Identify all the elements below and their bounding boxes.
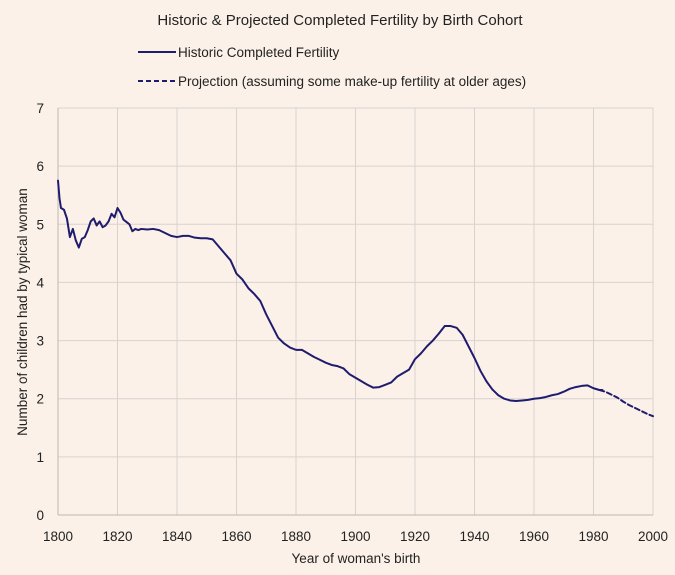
x-axis-title: Year of woman's birth [292,551,421,566]
x-tick-label: 1880 [281,529,311,544]
x-tick-label: 1980 [578,529,608,544]
x-tick-labels: 1800 1820 1840 1860 1880 1900 1920 1940 1960 1980… [43,529,668,544]
series-line-projection [598,388,654,418]
y-tick-label: 1 [36,450,44,465]
x-tick-label: 1800 [43,529,73,544]
x-tick-label: 1840 [162,529,192,544]
x-tick-label: 1900 [340,529,370,544]
gridlines [58,107,654,515]
x-tick-label: 2000 [638,529,668,544]
axes [57,108,653,516]
chart-title: Historic & Projected Completed Fertility… [157,12,523,29]
x-tick-label: 1860 [221,529,251,544]
y-tick-label: 0 [36,508,44,523]
legend-label-projection: Projection (assuming some make-up fertil… [178,74,526,89]
y-tick-label: 5 [36,217,44,232]
y-tick-label: 7 [36,101,44,116]
series-line-historic [57,179,604,403]
legend-label-historic: Historic Completed Fertility [178,45,340,60]
y-tick-label: 2 [36,392,44,407]
y-tick-labels: 0 1 2 3 4 5 6 7 [36,101,44,523]
series-lines [57,179,654,418]
x-tick-label: 1940 [459,529,489,544]
y-tick-label: 6 [36,159,44,174]
legend: Historic Completed Fertility Projection … [138,45,526,89]
y-axis-title: Number of children had by typical woman [15,188,30,436]
x-tick-label: 1820 [102,529,132,544]
x-tick-label: 1960 [519,529,549,544]
y-tick-label: 4 [36,275,44,290]
y-tick-label: 3 [36,334,44,349]
x-tick-label: 1920 [400,529,430,544]
